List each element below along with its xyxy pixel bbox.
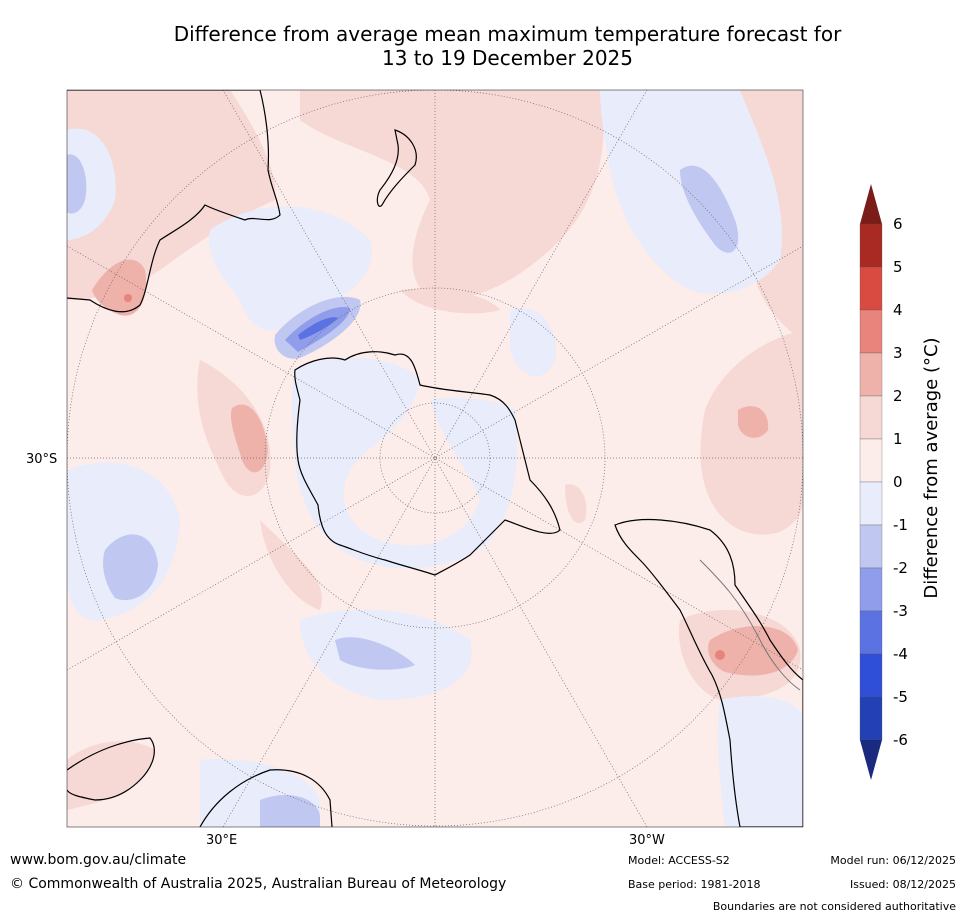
colorbar-band — [859, 438, 883, 483]
coastlines — [67, 90, 803, 827]
map-area — [67, 90, 803, 827]
graticule — [67, 90, 803, 827]
colorbar-band — [859, 653, 883, 698]
colorbar-band — [859, 481, 883, 526]
cool-max-tasman — [298, 317, 338, 340]
warm-patch-north — [300, 90, 604, 300]
colorbar-band — [859, 352, 883, 397]
colorbar-band — [859, 223, 883, 268]
colorbar-bands — [859, 223, 883, 741]
africa-coast — [199, 769, 333, 827]
cool-core-far-west — [67, 154, 87, 214]
longitude-label-30e: 30°E — [206, 833, 238, 848]
colorbar-band — [859, 266, 883, 311]
colorbar-band — [859, 610, 883, 655]
cool-patch-far-west — [67, 128, 116, 240]
colorbar-band — [859, 524, 883, 569]
warm-peak-australia — [124, 294, 132, 302]
south-america-coast — [614, 518, 803, 827]
cool-core-south — [335, 637, 415, 670]
southern-africa-coast — [67, 737, 155, 801]
colorbar-band — [859, 309, 883, 354]
map-title: Difference from average mean maximum tem… — [60, 22, 955, 70]
base-period-text: Base period: 1981-2018 — [628, 878, 761, 891]
warm-core-east — [738, 406, 769, 438]
warm-patch-southwest — [260, 520, 322, 610]
colorbar-tick-label: 6 — [893, 215, 903, 233]
warm-patch-small-2 — [400, 288, 500, 314]
australia-coast — [67, 90, 281, 313]
country-border — [699, 559, 801, 691]
new-zealand-coast — [376, 129, 417, 207]
warm-core-australia — [92, 259, 147, 316]
colorbar-tick-label: -1 — [893, 516, 908, 534]
colorbar-tick-label: 4 — [893, 301, 903, 319]
warm-peak-south-america — [715, 650, 725, 660]
cool-core-south-africa — [260, 795, 320, 827]
antarctica-coast — [294, 351, 561, 576]
colorbar-tick-label: -2 — [893, 559, 908, 577]
warm-core-west — [230, 404, 268, 473]
colorbar-tick-label: 3 — [893, 344, 903, 362]
longitude-label-30w: 30°W — [629, 833, 665, 848]
colorbar-tick-label: 1 — [893, 430, 903, 448]
colorbar-tick-label: -6 — [893, 731, 908, 749]
colorbar-top-arrow — [860, 184, 882, 224]
cool-patch-atlantic — [717, 696, 803, 827]
map-frame — [66, 89, 804, 828]
colorbar-bottom-arrow — [860, 740, 882, 780]
colorbar-band — [859, 567, 883, 612]
model-text: Model: ACCESS-S2 — [628, 854, 730, 867]
cool-patch-antarctica — [291, 357, 517, 569]
colorbar-label: Difference from average (°C) — [921, 337, 942, 599]
colorbar-tick-label: 0 — [893, 473, 903, 491]
warm-patch-small-1 — [565, 484, 587, 524]
latitude-label-30s: 30°S — [26, 452, 58, 467]
model-run-text: Model run: 06/12/2025 — [830, 854, 956, 867]
cool-core-indian — [103, 534, 158, 601]
colorbar-band — [859, 696, 883, 741]
colorbar-tick-label: -5 — [893, 688, 908, 706]
colorbar-tick-label: 2 — [893, 387, 903, 405]
issued-text: Issued: 08/12/2025 — [849, 878, 956, 891]
cool-core-pacific — [680, 165, 739, 253]
disclaimer-text: Boundaries are not considered authoritat… — [712, 900, 956, 913]
copyright-text: © Commonwealth of Australia 2025, Austra… — [10, 876, 507, 892]
colorbar-tick-label: -4 — [893, 645, 908, 663]
warm-patch-south-africa — [67, 741, 155, 810]
colorbar-band — [859, 395, 883, 440]
colorbar-tick-label: 5 — [893, 258, 903, 276]
title-line-1: Difference from average mean maximum tem… — [173, 22, 842, 46]
warm-patch-nw — [67, 90, 276, 300]
colorbar — [859, 184, 883, 780]
warm-core-south-america — [708, 626, 798, 676]
website-link[interactable]: www.bom.gov.au/climate — [10, 852, 187, 868]
title-line-2: 13 to 19 December 2025 — [381, 46, 633, 70]
colorbar-tick-label: -3 — [893, 602, 908, 620]
cool-patch-drake — [510, 308, 556, 377]
